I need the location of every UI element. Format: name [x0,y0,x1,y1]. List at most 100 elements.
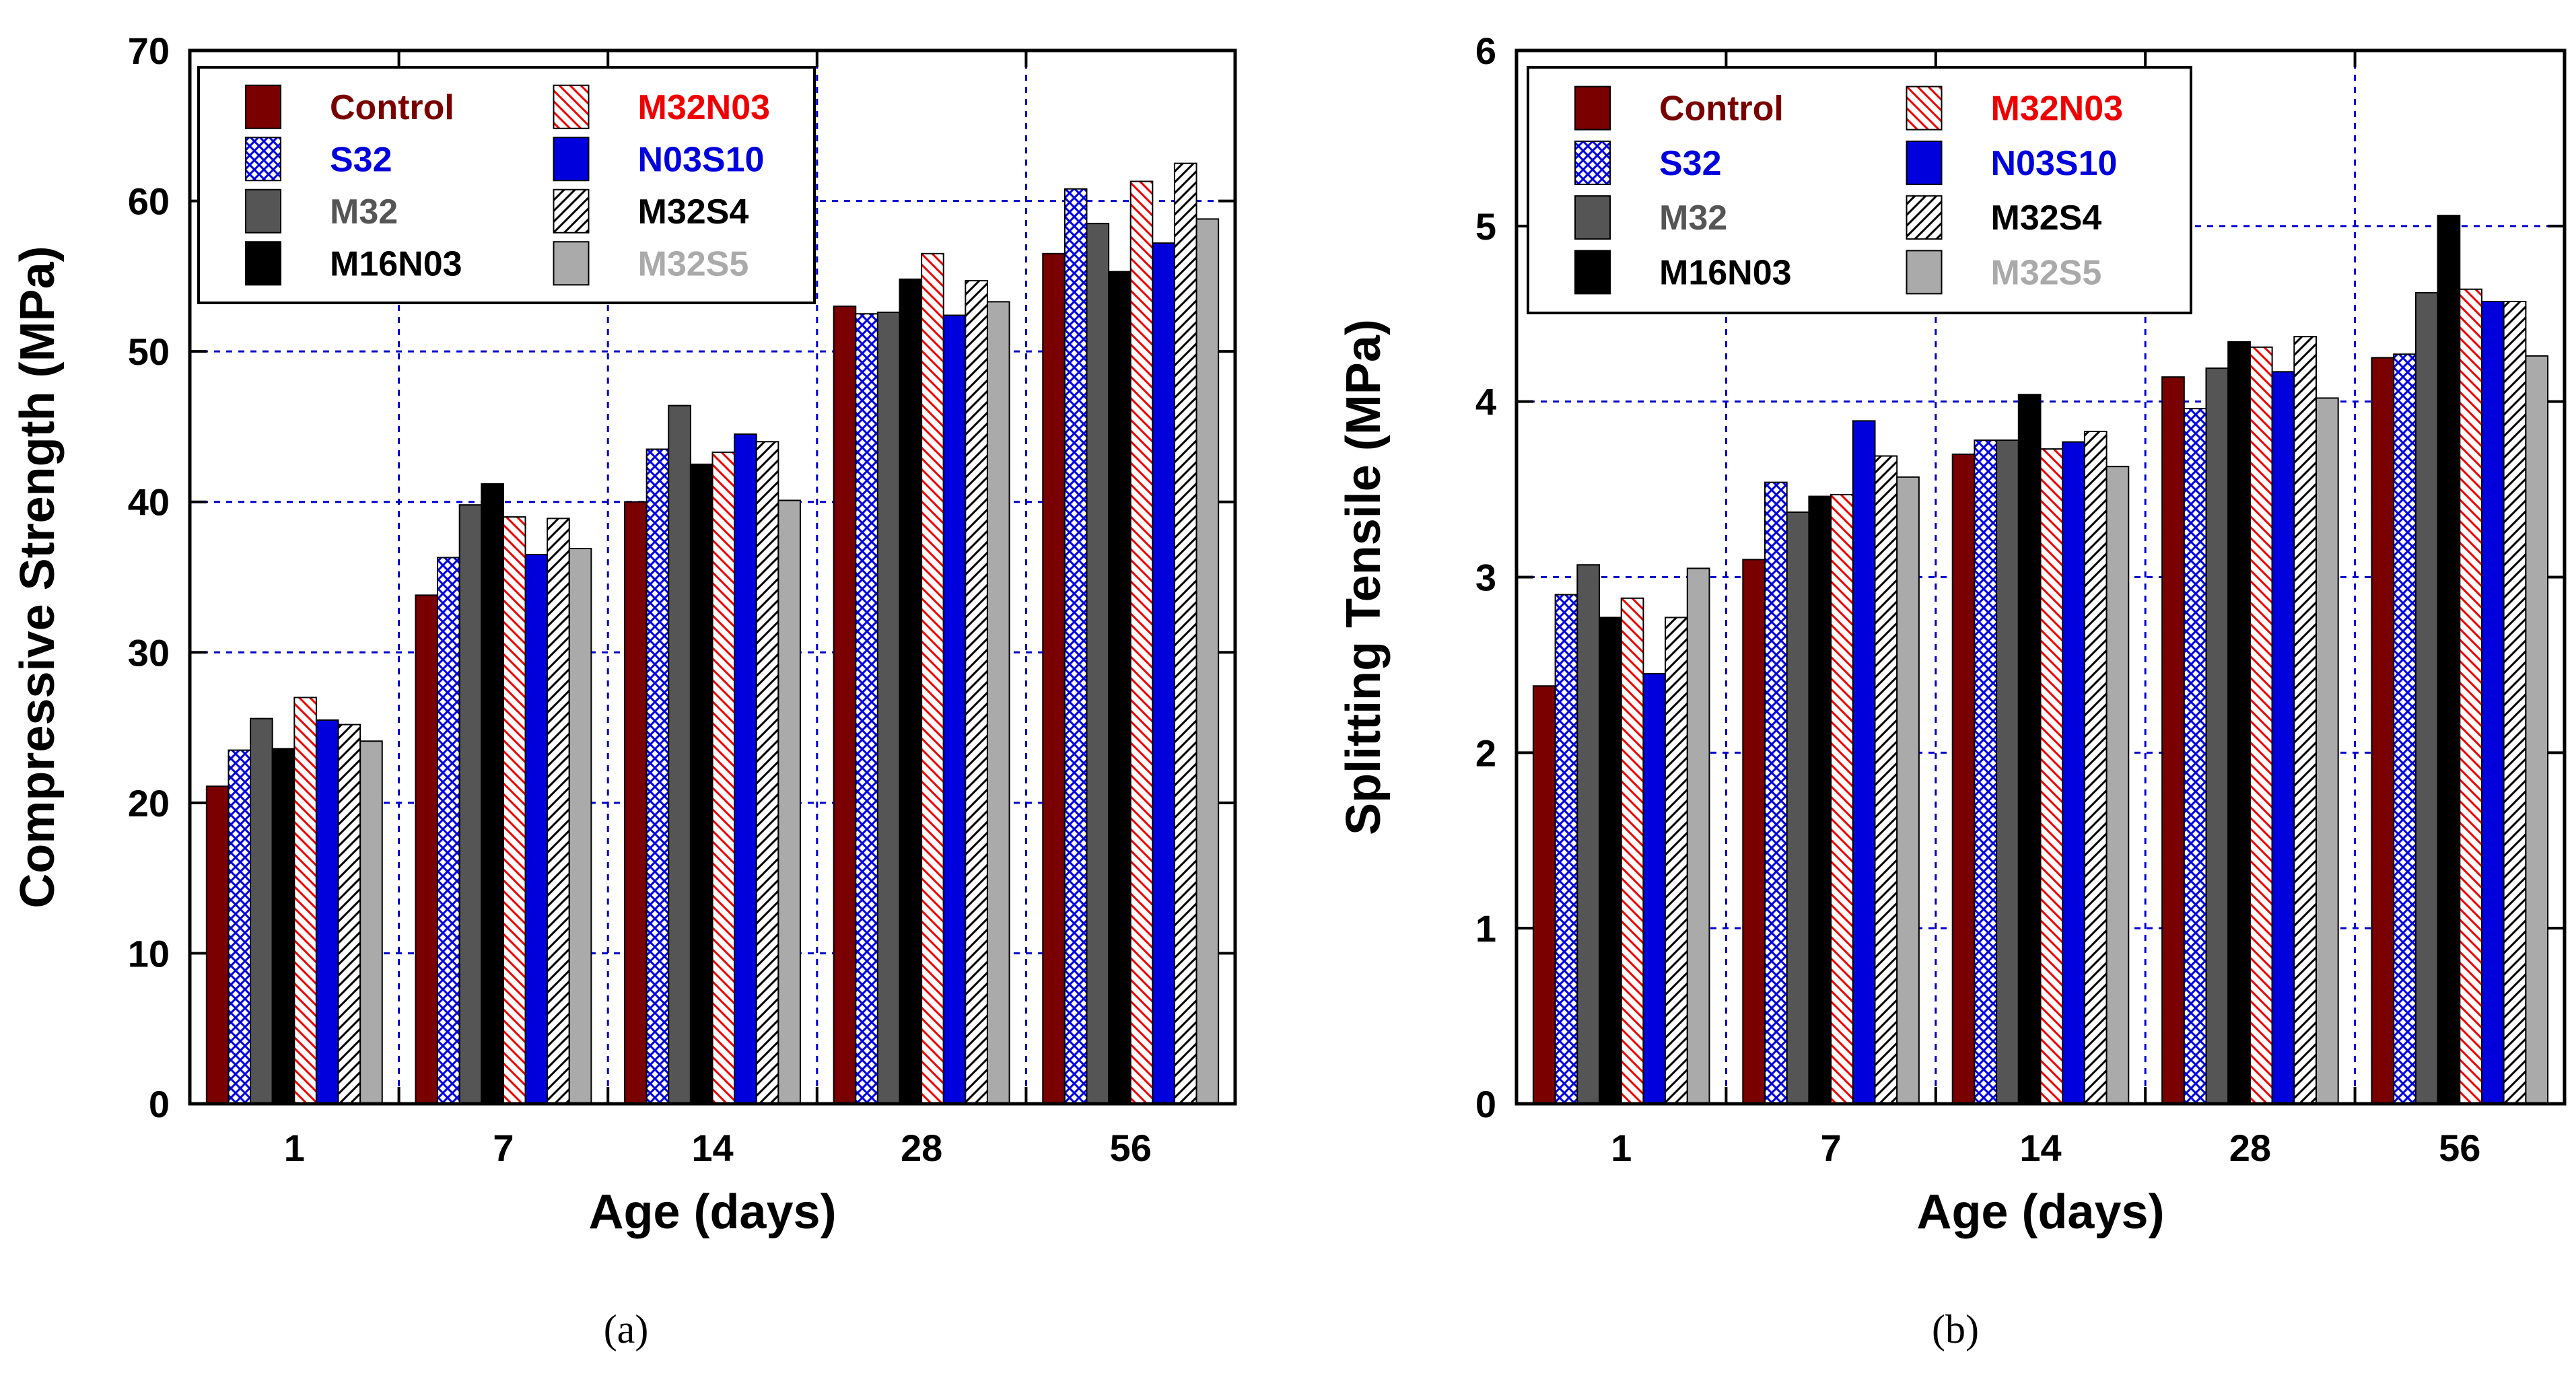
legend: Control S32 M32 M16N03 M32N03 N03S10 M32S4 M32S… [197,66,816,304]
panel-caption-a: (a) [604,1307,649,1351]
bar-m32s5-1 [359,740,383,1104]
bar-m16n03-14 [689,463,713,1104]
bars [205,162,1220,1105]
bar-m32-1 [250,717,273,1104]
y-tick-label: 70 [128,30,170,72]
y-tick-label: 30 [128,631,170,674]
bar-m32n03-56 [1129,180,1154,1104]
bar-m32-7 [1786,511,1810,1104]
bar-m32n03-7 [502,516,526,1104]
y-tick-label: 50 [128,330,170,373]
legend-swatch-m32n03 [1906,85,1943,131]
bar-control-1 [1532,685,1556,1104]
y-tick-label: 1 [1475,907,1496,950]
bar-m32-14 [1996,439,2019,1104]
bar-m32n03-28 [921,252,944,1105]
bar-m16n03-28 [2227,341,2251,1105]
x-tick-label: 56 [2439,1127,2480,1169]
bar-s32-7 [1764,481,1788,1104]
bar-m32s5-28 [986,301,1010,1105]
legend-label-m32s4: M32S4 [638,192,749,232]
bar-s32-28 [2183,408,2207,1104]
legend-label-m16n03: M16N03 [330,244,462,283]
bar-m32s4-28 [965,280,988,1104]
bar-m32n03-14 [2040,448,2064,1104]
bar-m16n03-7 [1808,495,1832,1104]
legend-label-m32n03: M32N03 [1991,90,2124,129]
legend-label-control: Control [330,88,454,127]
bar-control-14 [624,501,648,1104]
bar-control-56 [2371,357,2395,1104]
legend-swatch-control [1574,85,1611,131]
bar-m32s4-56 [1173,162,1197,1104]
y-tick-label: 0 [1475,1083,1496,1125]
bar-m32s4-56 [2503,300,2527,1104]
bar-control-7 [1742,559,1766,1104]
bar-m32n03-1 [293,697,317,1105]
y-tick-label: 10 [128,932,170,975]
bar-m32-7 [458,504,483,1104]
x-tick-label: 7 [493,1127,514,1169]
y-tick-label: 6 [1475,30,1496,72]
y-tick-label: 0 [149,1083,170,1125]
bar-s32-14 [1974,439,1998,1104]
bar-m32-56 [1086,223,1110,1104]
legend-label-s32: S32 [1659,144,1722,183]
bar-m32s5-7 [1896,476,1920,1104]
bar-m32s5-1 [1686,567,1710,1104]
y-tick-label: 5 [1475,205,1496,248]
x-tick-label: 14 [691,1127,733,1169]
plot-frame [188,48,1237,1106]
y-tick-label: 4 [1475,381,1496,423]
bar-m32-1 [1576,564,1601,1104]
legend-label-s32: S32 [330,140,392,179]
bars [1532,215,2549,1105]
y-tick-label: 40 [128,481,170,524]
legend-swatch-control [245,84,281,129]
bar-m32-14 [668,404,691,1105]
bar-n03s10-28 [942,314,967,1104]
y-axis-title: Splitting Tensile (MPa) [1337,319,1391,835]
legend-swatch-m16n03 [1574,250,1611,295]
bar-control-28 [2161,376,2185,1104]
bar-s32-56 [2393,353,2416,1104]
bar-n03s10-7 [524,553,549,1104]
bar-m32n03-1 [1620,597,1644,1104]
legend-swatch-s32 [245,137,281,182]
legend-swatch-s32 [1574,140,1611,185]
bar-m16n03-28 [899,278,923,1104]
legend-swatch-m32s4 [1906,195,1943,240]
x-tick-label: 14 [2019,1127,2061,1169]
bar-m16n03-56 [2437,215,2461,1104]
bar-m32s4-28 [2293,336,2317,1104]
legend-box [197,66,816,304]
bar-m16n03-1 [271,748,295,1105]
bar-m32n03-56 [2459,288,2482,1105]
bar-n03s10-1 [1642,672,1667,1104]
bar-n03s10-28 [2271,371,2295,1105]
x-tick-label: 1 [284,1127,305,1169]
legend-swatch-m32n03 [553,84,590,129]
bar-m32s4-14 [755,441,779,1104]
legend-swatch-m32s5 [1906,250,1943,295]
bar-m32-28 [876,312,901,1104]
legend-swatch-m16n03 [245,241,281,286]
bar-control-28 [833,306,857,1105]
bar-control-1 [205,785,230,1104]
legend-label-control: Control [1659,90,1784,129]
bar-m32s4-1 [337,724,361,1104]
bar-n03s10-1 [315,719,339,1104]
bar-m32n03-28 [2249,346,2273,1104]
bar-m32-28 [2205,367,2229,1105]
bar-m16n03-14 [2017,394,2042,1105]
bar-m32s4-1 [1665,616,1688,1104]
bar-m32s4-14 [2083,431,2108,1104]
bar-m32s4-7 [1874,455,1898,1104]
legend-swatch-m32s4 [553,188,590,234]
y-tick-label: 60 [128,180,170,223]
x-tick-label: 56 [1110,1127,1152,1169]
bar-m32-56 [2414,291,2439,1105]
